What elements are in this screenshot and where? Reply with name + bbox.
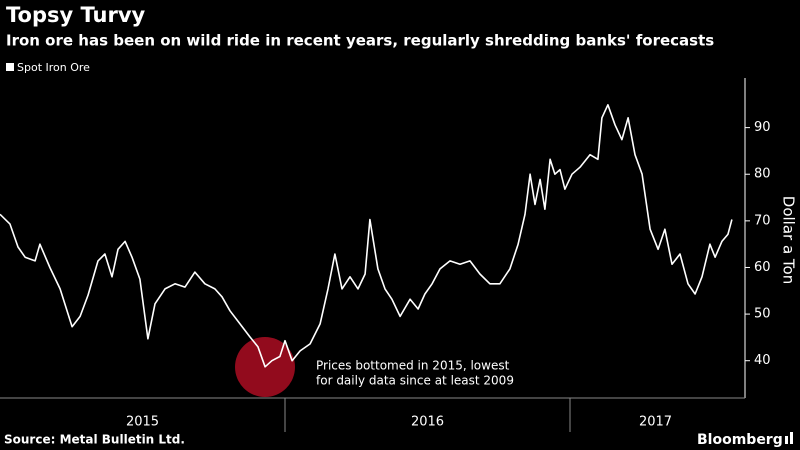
annotation: for daily data since at least 2009	[316, 374, 514, 388]
x-tick-label: 2017	[639, 415, 672, 430]
chart-subtitle: Iron ore has been on wild ride in recent…	[6, 32, 714, 50]
y-tick-label: 80	[754, 167, 771, 182]
annotation: Prices bottomed in 2015, lowest	[316, 359, 510, 373]
data-line	[0, 104, 733, 368]
y-tick-label: 70	[754, 213, 771, 228]
y-tick-label: 50	[754, 307, 771, 322]
legend-label: Spot Iron Ore	[17, 61, 90, 74]
y-tick-label: 90	[754, 120, 771, 135]
x-tick-label: 2016	[411, 415, 444, 430]
y-tick-label: 60	[754, 260, 771, 275]
x-tick-label: 2015	[126, 415, 159, 430]
y-tick-label: 40	[754, 353, 771, 368]
brand: Bloomberg	[697, 432, 783, 448]
chart-title: Topsy Turvy	[6, 3, 146, 27]
legend-swatch	[6, 63, 14, 71]
brand-icon	[785, 432, 793, 444]
source: Source: Metal Bulletin Ltd.	[4, 433, 185, 447]
y-axis-label: Dollar a Ton	[780, 196, 798, 284]
